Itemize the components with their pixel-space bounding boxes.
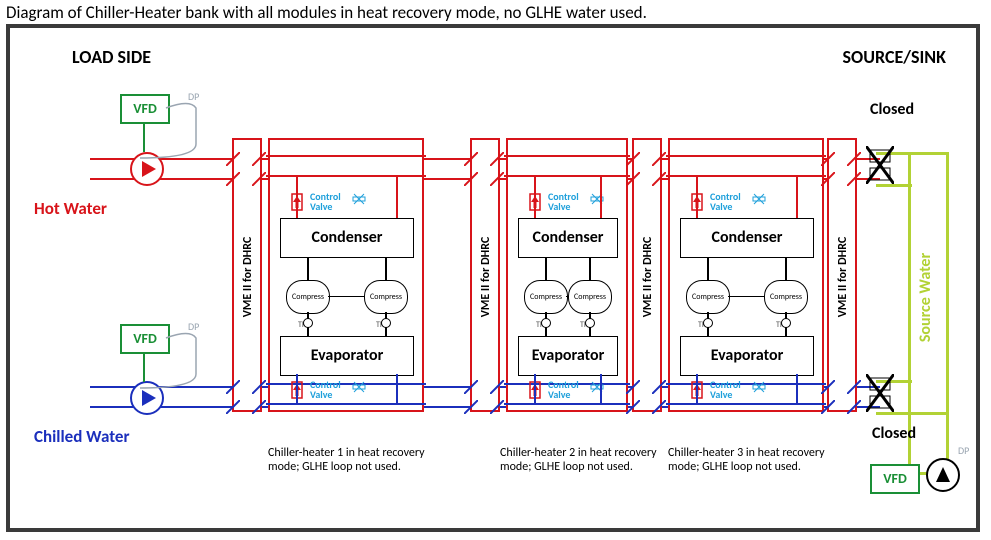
- hot-water-label: Hot Water: [34, 198, 107, 219]
- condenser-3: Condenser: [680, 218, 814, 258]
- pump-source: [926, 458, 960, 492]
- compressor-3-1: Compress: [686, 280, 730, 314]
- valve-icon-top-3: [752, 192, 766, 211]
- compressor-3-2: Compress: [764, 280, 808, 314]
- source-sink-label: SOURCE/SINK: [843, 46, 946, 68]
- control-valve-bot-2: ControlValve: [548, 380, 579, 400]
- compressor-2-1: Compress: [524, 280, 568, 314]
- compressor-2-2: Compress: [568, 280, 612, 314]
- evaporator-3: Evaporator: [680, 336, 814, 376]
- source-water-label: Source Water: [916, 253, 935, 342]
- closed-bot-label: Closed: [872, 424, 916, 443]
- control-valve-top-2: ControlValve: [548, 192, 579, 212]
- condenser-1: Condenser: [280, 218, 414, 258]
- source-pipe-right: [946, 152, 949, 472]
- vfd-source: VFD: [870, 464, 920, 494]
- chiller-module-2: CondenserEvaporatorCompressTRVCompressTR…: [506, 138, 628, 412]
- vme-3-label: VME II for DHRC: [641, 237, 655, 317]
- vfd-hot-wire: [120, 94, 210, 164]
- note-3: Chiller-heater 3 in heat recovery mode; …: [668, 446, 828, 474]
- source-pipe-bot2: [876, 412, 949, 415]
- closed-top-label: Closed: [870, 100, 914, 119]
- evaporator-2: Evaporator: [518, 336, 618, 376]
- mod1-hotpipe-1: [266, 175, 426, 177]
- note-1: Chiller-heater 1 in heat recovery mode; …: [268, 446, 428, 474]
- vme-1-label: VME II for DHRC: [241, 237, 255, 317]
- load-side-label: LOAD SIDE: [72, 46, 151, 68]
- vme-2-label: VME II for DHRC: [479, 237, 493, 317]
- control-valve-top-3: ControlValve: [710, 192, 741, 212]
- closed-valve-cold-1: [866, 374, 894, 402]
- mod3-hotpipe-1: [666, 175, 826, 177]
- chilled-water-label: Chilled Water: [34, 426, 129, 447]
- control-valve-top-1: ControlValve: [310, 192, 341, 212]
- vme-4-label: VME II for DHRC: [836, 237, 850, 317]
- vfd-cold-wire: [120, 324, 210, 394]
- compressor-1-2: Compress: [364, 280, 408, 314]
- diagram-frame: LOAD SIDE SOURCE/SINK Hot Water Chilled …: [6, 24, 980, 532]
- dp-cold-label: DP: [188, 320, 199, 333]
- closed-valve-hot-1: [866, 146, 894, 174]
- control-valve-bot-1: ControlValve: [310, 380, 341, 400]
- mod3-coldpipe-1: [666, 403, 826, 405]
- note-2: Chiller-heater 2 in heat recovery mode; …: [500, 446, 660, 474]
- mod2-hotpipe-0: [504, 155, 630, 157]
- mod2-coldpipe-1: [504, 403, 630, 405]
- chiller-module-3: CondenserEvaporatorCompressTRVCompressTR…: [668, 138, 824, 412]
- mod3-hotpipe-0: [666, 155, 826, 157]
- dp-hot-label: DP: [188, 90, 199, 103]
- dp-src-label: DP: [958, 444, 969, 457]
- chiller-module-1: CondenserEvaporatorCompressTRVCompressTR…: [268, 138, 424, 412]
- condenser-2: Condenser: [518, 218, 618, 258]
- compressor-1-1: Compress: [286, 280, 330, 314]
- valve-icon-bot-1: [352, 380, 366, 399]
- evaporator-1: Evaporator: [280, 336, 414, 376]
- control-valve-bot-3: ControlValve: [710, 380, 741, 400]
- valve-icon-bot-3: [752, 380, 766, 399]
- valve-icon-top-1: [352, 192, 366, 211]
- mod2-hotpipe-1: [504, 175, 630, 177]
- mod1-coldpipe-1: [266, 403, 426, 405]
- caption: Diagram of Chiller-Heater bank with all …: [6, 2, 647, 23]
- source-pipe-top2: [876, 184, 912, 187]
- mod1-hotpipe-0: [266, 155, 426, 157]
